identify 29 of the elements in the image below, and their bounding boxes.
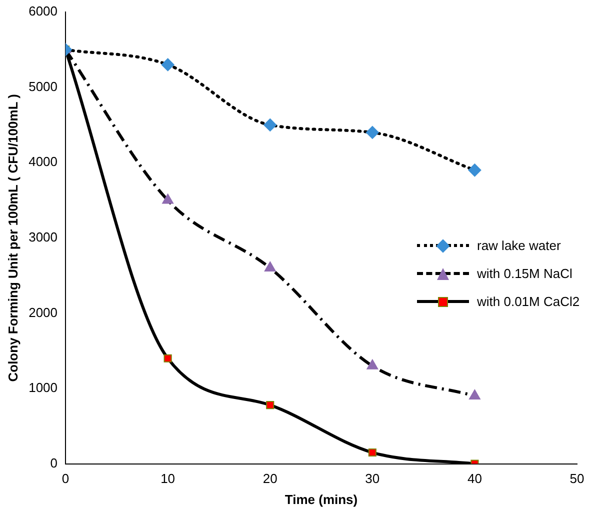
x-tick-label: 0 — [62, 471, 70, 486]
point — [266, 401, 274, 410]
y-tick-label: 6000 — [28, 4, 58, 19]
y-tick-label: 3000 — [28, 229, 58, 244]
legend-label: with 0.01M CaCl2 — [477, 294, 580, 310]
x-tick-label: 30 — [365, 471, 380, 486]
y-axis-title: Colony Forming Unit per 100mL ( CFU/100mL ) — [5, 94, 20, 382]
point — [264, 118, 277, 132]
point — [468, 164, 482, 177]
point — [161, 58, 174, 72]
legend-label: with 0.15M NaCl — [477, 266, 572, 282]
x-tick-label: 20 — [262, 471, 278, 486]
legend-label: raw lake water — [477, 238, 561, 254]
point — [366, 126, 379, 139]
point — [164, 354, 172, 362]
point — [162, 194, 174, 204]
x-tick-label: 40 — [467, 471, 482, 486]
point — [264, 262, 276, 272]
y-tick-label: 5000 — [28, 78, 58, 94]
x-axis-title: Time (mins) — [284, 492, 358, 507]
point — [368, 448, 376, 457]
point — [366, 359, 378, 370]
y-tick-label: 1000 — [28, 380, 58, 396]
x-tick-label: 50 — [570, 471, 584, 486]
x-tick-label: 10 — [160, 471, 176, 486]
y-tick-label: 2000 — [28, 304, 58, 320]
point — [469, 390, 480, 400]
y-tick-label: 0 — [50, 455, 58, 470]
y-tick-label: 4000 — [28, 154, 58, 170]
